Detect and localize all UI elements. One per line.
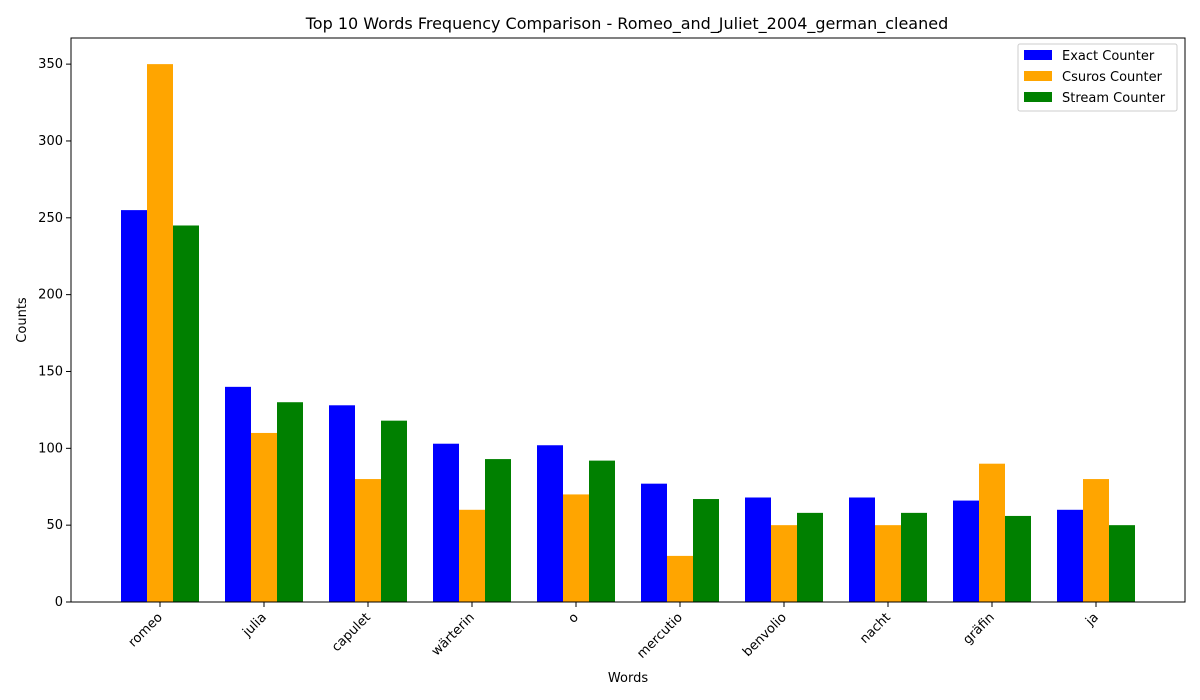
bar-stream-counter-mercutio xyxy=(693,499,719,602)
bar-stream-counter-capulet xyxy=(381,420,407,602)
legend: Exact Counter Csuros Counter Stream Counte… xyxy=(1017,43,1178,112)
bar-csuros-counter-wärterin xyxy=(459,509,485,602)
bar-csuros-counter-julia xyxy=(251,432,277,602)
y-tick-label: 50 xyxy=(46,518,63,533)
legend-box xyxy=(1017,43,1178,112)
y-axis: 0 50 100 150 200 250 300 350 xyxy=(38,57,71,610)
bar-csuros-counter-gräfin xyxy=(979,463,1005,602)
bar-stream-counter-romeo xyxy=(173,225,199,602)
plot-frame xyxy=(70,37,1186,603)
bar-stream-counter-benvolio xyxy=(797,512,823,602)
bar-exact-counter-wärterin xyxy=(433,443,459,602)
y-tick-label: 0 xyxy=(55,595,63,610)
legend-swatch-exact-counter xyxy=(1024,50,1052,60)
bar-stream-counter-nacht xyxy=(901,512,927,602)
bars-group xyxy=(121,64,1135,603)
legend-swatch-csuros-counter xyxy=(1024,71,1052,81)
y-tick-label: 200 xyxy=(38,288,63,303)
y-tick-label: 300 xyxy=(38,134,63,149)
bar-stream-counter-ja xyxy=(1109,525,1135,602)
bar-csuros-counter-mercutio xyxy=(667,555,693,602)
bar-stream-counter-julia xyxy=(277,402,303,602)
x-axis-label: Words xyxy=(608,671,648,686)
y-tick-label: 150 xyxy=(38,364,63,379)
bar-csuros-counter-romeo xyxy=(147,64,173,602)
bar-exact-counter-o xyxy=(537,445,563,602)
bar-csuros-counter-benvolio xyxy=(771,525,797,602)
bar-exact-counter-ja xyxy=(1057,509,1083,602)
chart-title: Top 10 Words Frequency Comparison - Rome… xyxy=(305,14,949,34)
y-tick-label: 250 xyxy=(38,211,63,226)
bar-exact-counter-gräfin xyxy=(953,500,979,602)
y-tick-label: 350 xyxy=(38,57,63,72)
bar-exact-counter-nacht xyxy=(849,497,875,602)
bar-csuros-counter-nacht xyxy=(875,525,901,602)
bar-exact-counter-julia xyxy=(225,386,251,602)
y-tick-label: 100 xyxy=(38,441,63,456)
bar-csuros-counter-capulet xyxy=(355,479,381,602)
bar-exact-counter-romeo xyxy=(121,210,147,603)
y-axis-label: Counts xyxy=(15,297,30,343)
bar-csuros-counter-o xyxy=(563,494,589,602)
bar-csuros-counter-ja xyxy=(1083,479,1109,602)
legend-label-stream-counter: Stream Counter xyxy=(1062,91,1166,106)
legend-label-csuros-counter: Csuros Counter xyxy=(1062,70,1163,85)
bar-stream-counter-wärterin xyxy=(485,459,511,602)
legend-swatch-stream-counter xyxy=(1024,92,1052,102)
bar-stream-counter-gräfin xyxy=(1005,515,1031,602)
bar-exact-counter-mercutio xyxy=(641,483,667,602)
legend-label-exact-counter: Exact Counter xyxy=(1062,49,1155,64)
bar-exact-counter-capulet xyxy=(329,405,355,602)
bar-exact-counter-benvolio xyxy=(745,497,771,602)
bar-stream-counter-o xyxy=(589,460,615,602)
